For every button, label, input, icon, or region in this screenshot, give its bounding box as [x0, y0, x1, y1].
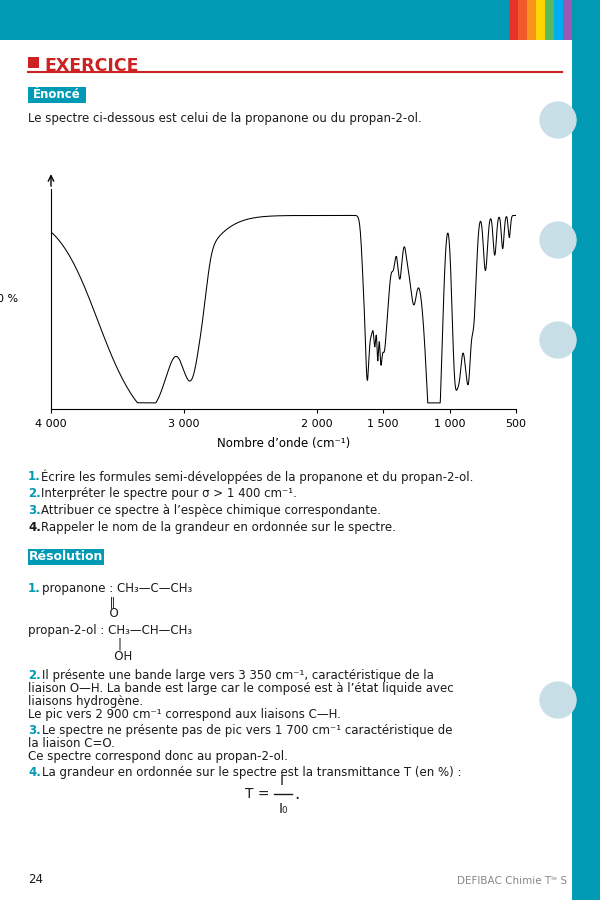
- Circle shape: [540, 682, 576, 718]
- Bar: [28, 57, 39, 68]
- Bar: [0, 0, 572, 40]
- Text: 2.: 2.: [28, 669, 41, 682]
- Text: 24: 24: [28, 873, 43, 886]
- Bar: [545, 0, 554, 40]
- Text: 4.: 4.: [28, 521, 41, 534]
- Text: la liaison C=O.: la liaison C=O.: [28, 737, 115, 750]
- Text: 2.: 2.: [28, 487, 41, 500]
- Text: La grandeur en ordonnée sur le spectre est la transmittance T (en %) :: La grandeur en ordonnée sur le spectre e…: [42, 766, 461, 779]
- Text: I: I: [280, 774, 284, 788]
- Text: T =: T =: [245, 787, 269, 801]
- Text: Résolution: Résolution: [29, 551, 103, 563]
- Text: Attribuer ce spectre à l’espèce chimique correspondante.: Attribuer ce spectre à l’espèce chimique…: [41, 504, 381, 517]
- Text: 50 %: 50 %: [0, 294, 19, 304]
- Circle shape: [540, 222, 576, 258]
- Text: OH: OH: [28, 650, 132, 663]
- Text: 3.: 3.: [28, 724, 41, 737]
- Bar: [554, 0, 563, 40]
- Text: Interpréter le spectre pour σ > 1 400 cm⁻¹.: Interpréter le spectre pour σ > 1 400 cm…: [41, 487, 297, 500]
- Text: 1.: 1.: [28, 582, 41, 595]
- Bar: [28, 549, 104, 565]
- Text: |: |: [28, 637, 122, 650]
- Text: I₀: I₀: [278, 802, 288, 816]
- Circle shape: [540, 102, 576, 138]
- Bar: [536, 0, 545, 40]
- Bar: [509, 0, 518, 40]
- Text: propanone : CH₃—C—CH₃: propanone : CH₃—C—CH₃: [42, 582, 192, 595]
- Text: DEFIBAC Chimie Tˡᵉ S: DEFIBAC Chimie Tˡᵉ S: [457, 876, 567, 886]
- Bar: [572, 0, 600, 900]
- Text: 1.: 1.: [28, 470, 41, 483]
- Text: propan-2-ol : CH₃—CH—CH₃: propan-2-ol : CH₃—CH—CH₃: [28, 624, 192, 637]
- Bar: [518, 0, 527, 40]
- Text: 4.: 4.: [28, 766, 41, 779]
- Text: .: .: [294, 785, 299, 803]
- Circle shape: [540, 322, 576, 358]
- Text: O: O: [42, 607, 119, 620]
- Text: Le spectre ci-dessous est celui de la propanone ou du propan-2-ol.: Le spectre ci-dessous est celui de la pr…: [28, 112, 422, 125]
- Text: liaison O—H. La bande est large car le composé est à l’état liquide avec: liaison O—H. La bande est large car le c…: [28, 682, 454, 695]
- Bar: [28, 87, 86, 103]
- Text: Le pic vers 2 900 cm⁻¹ correspond aux liaisons C—H.: Le pic vers 2 900 cm⁻¹ correspond aux li…: [28, 708, 341, 721]
- Bar: [527, 0, 536, 40]
- Text: Écrire les formules semi-développées de la propanone et du propan-2-ol.: Écrire les formules semi-développées de …: [41, 470, 473, 484]
- Text: 3.: 3.: [28, 504, 41, 517]
- Text: Il présente une bande large vers 3 350 cm⁻¹, caractéristique de la: Il présente une bande large vers 3 350 c…: [42, 669, 434, 682]
- Text: Ce spectre correspond donc au propan-2-ol.: Ce spectre correspond donc au propan-2-o…: [28, 750, 288, 763]
- X-axis label: Nombre d’onde (cm⁻¹): Nombre d’onde (cm⁻¹): [217, 436, 350, 450]
- Text: EXERCICE: EXERCICE: [44, 57, 139, 75]
- Text: Rappeler le nom de la grandeur en ordonnée sur le spectre.: Rappeler le nom de la grandeur en ordonn…: [41, 521, 396, 534]
- Text: ∥: ∥: [42, 595, 115, 608]
- Text: Le spectre ne présente pas de pic vers 1 700 cm⁻¹ caractéristique de: Le spectre ne présente pas de pic vers 1…: [42, 724, 452, 737]
- Bar: [563, 0, 572, 40]
- Text: liaisons hydrogène.: liaisons hydrogène.: [28, 695, 143, 708]
- Text: Énoncé: Énoncé: [33, 88, 81, 102]
